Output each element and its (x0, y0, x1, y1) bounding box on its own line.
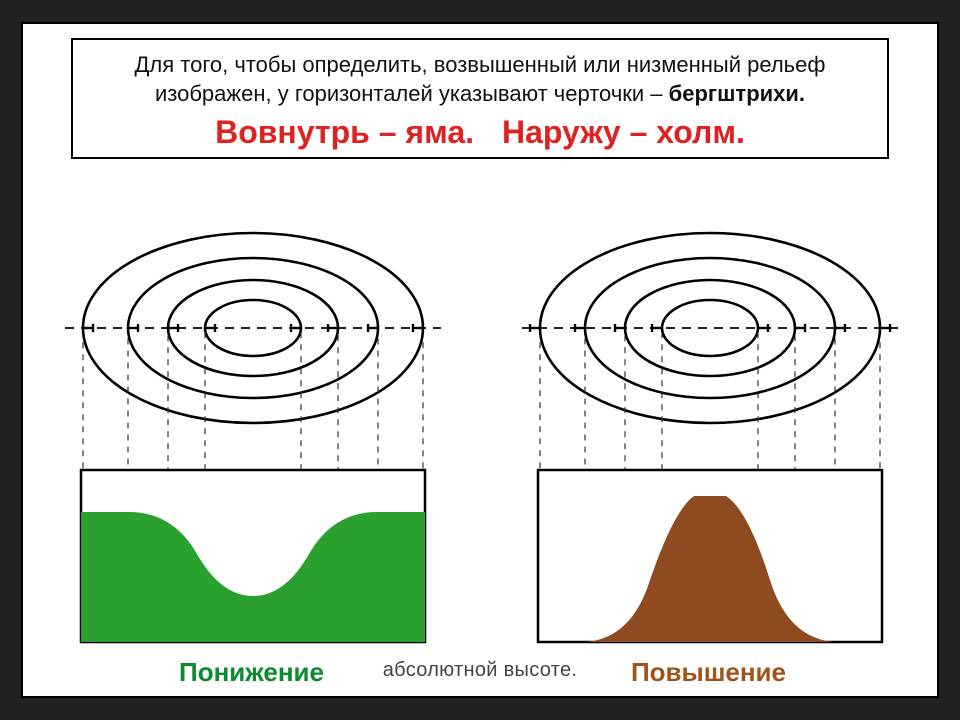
caption-depression: Понижение (23, 657, 480, 688)
rule-left: Вовнутрь – яма. (215, 114, 474, 151)
rule-line: Вовнутрь – яма. Наружу – холм. (91, 114, 869, 151)
rule-right: Наружу – холм. (502, 114, 745, 151)
diagram-hill (480, 208, 937, 696)
slide: абсолютной высоте. Для того, чтобы опред… (21, 22, 939, 698)
panel-depression: Понижение (23, 208, 480, 696)
header-text: Для того, чтобы определить, возвышенный … (91, 50, 869, 108)
caption-hill: Повышение (480, 657, 937, 688)
diagram-depression (23, 208, 480, 696)
header-line1: Для того, чтобы определить, возвышенный … (135, 52, 826, 77)
header-line2-bold: бергштрихи. (669, 81, 805, 106)
panel-hill: Повышение (480, 208, 937, 696)
panels: Понижение Повышение (23, 208, 937, 696)
header-line2-pre: изображен, у горизонталей указывают черт… (155, 81, 669, 106)
header-box: Для того, чтобы определить, возвышенный … (71, 38, 889, 159)
